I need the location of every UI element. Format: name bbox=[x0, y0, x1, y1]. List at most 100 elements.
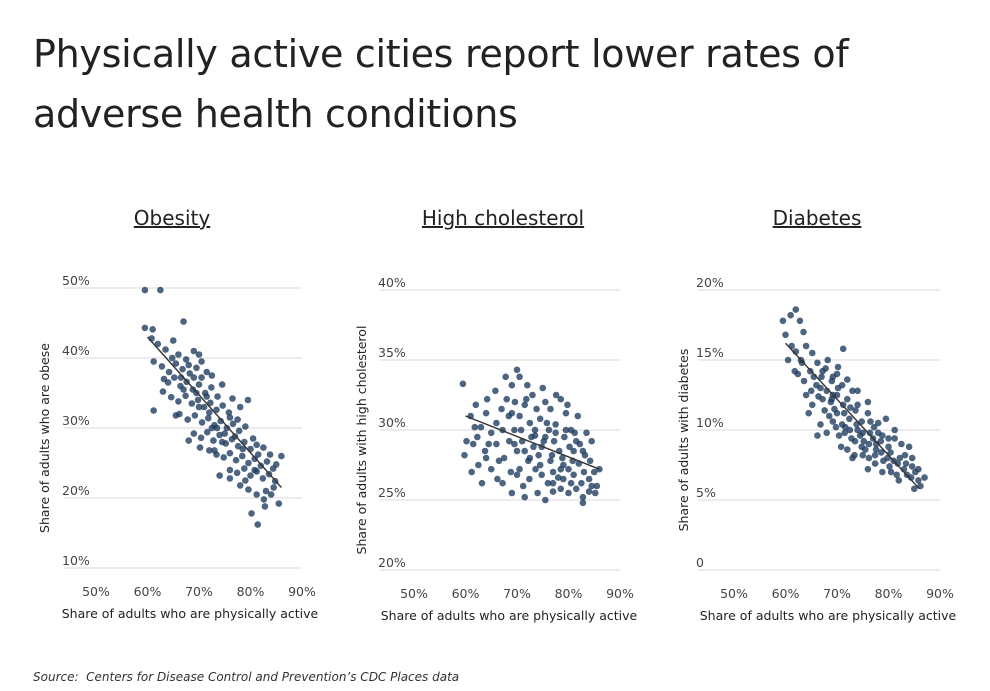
data-point bbox=[529, 391, 536, 399]
data-point bbox=[185, 361, 192, 369]
data-point bbox=[461, 451, 468, 459]
data-point bbox=[798, 359, 806, 367]
data-point bbox=[545, 426, 553, 434]
data-point bbox=[539, 384, 547, 392]
data-point bbox=[513, 447, 521, 455]
data-point bbox=[579, 499, 587, 507]
data-point bbox=[270, 484, 277, 491]
y-tick-label: 5% bbox=[696, 485, 716, 500]
data-point bbox=[508, 489, 516, 497]
data-point bbox=[522, 395, 530, 403]
data-point bbox=[238, 452, 246, 460]
data-point bbox=[860, 437, 868, 445]
data-point bbox=[543, 419, 551, 427]
data-point bbox=[879, 468, 886, 476]
data-point bbox=[194, 396, 202, 404]
data-point bbox=[915, 477, 922, 484]
data-point bbox=[217, 417, 224, 425]
data-point bbox=[901, 451, 909, 459]
data-point bbox=[141, 286, 149, 294]
source-prefix: Source: bbox=[33, 670, 79, 684]
data-point bbox=[832, 423, 840, 431]
data-point bbox=[508, 381, 516, 389]
data-point bbox=[819, 395, 826, 403]
data-point bbox=[547, 405, 554, 413]
data-point bbox=[566, 443, 573, 451]
data-point bbox=[245, 459, 252, 467]
data-point bbox=[208, 424, 216, 432]
data-point bbox=[272, 461, 280, 468]
data-point bbox=[580, 468, 588, 476]
data-point bbox=[544, 479, 552, 487]
x-tick-label: 60% bbox=[134, 584, 162, 599]
data-point bbox=[534, 489, 541, 497]
data-point bbox=[531, 426, 539, 434]
y-tick-label: 20% bbox=[62, 483, 90, 498]
data-point bbox=[526, 475, 533, 483]
data-point bbox=[549, 468, 557, 476]
data-point bbox=[828, 377, 836, 385]
data-point bbox=[870, 423, 878, 431]
data-point bbox=[844, 446, 851, 453]
data-point bbox=[834, 363, 842, 371]
data-point bbox=[887, 449, 894, 456]
data-point bbox=[548, 451, 556, 459]
data-point bbox=[837, 443, 845, 451]
data-point bbox=[887, 468, 895, 476]
data-point bbox=[859, 451, 867, 459]
x-tick-label: 50% bbox=[82, 584, 110, 599]
data-point bbox=[784, 356, 792, 364]
data-point bbox=[849, 387, 856, 395]
data-point bbox=[493, 440, 500, 448]
data-point bbox=[507, 468, 515, 476]
data-point bbox=[214, 393, 221, 400]
data-point bbox=[852, 407, 859, 414]
data-point bbox=[834, 384, 842, 392]
data-point bbox=[505, 437, 513, 445]
data-point bbox=[511, 440, 518, 448]
data-point bbox=[253, 491, 260, 498]
y-tick-label: 30% bbox=[378, 415, 406, 430]
data-point bbox=[536, 461, 544, 469]
data-point bbox=[817, 421, 824, 428]
data-point bbox=[872, 446, 880, 453]
data-point bbox=[495, 457, 503, 465]
data-point bbox=[190, 430, 198, 437]
data-point bbox=[822, 365, 829, 372]
data-point bbox=[574, 412, 582, 420]
data-point bbox=[195, 351, 203, 358]
data-point bbox=[911, 468, 919, 476]
data-point bbox=[459, 380, 467, 388]
data-point bbox=[482, 409, 490, 417]
data-point bbox=[825, 412, 833, 420]
data-point bbox=[275, 500, 283, 507]
data-point bbox=[477, 423, 485, 431]
x-tick-label: 80% bbox=[875, 586, 903, 601]
data-point bbox=[854, 387, 861, 395]
data-point bbox=[239, 445, 247, 453]
data-point bbox=[864, 398, 872, 406]
data-point bbox=[213, 406, 220, 414]
data-point bbox=[262, 487, 270, 495]
data-point bbox=[141, 324, 149, 332]
data-point bbox=[896, 454, 904, 462]
data-point bbox=[159, 388, 167, 395]
data-point bbox=[220, 454, 228, 461]
data-point bbox=[814, 359, 821, 367]
data-point bbox=[190, 347, 198, 355]
data-point bbox=[586, 457, 594, 465]
data-point bbox=[521, 493, 529, 501]
data-point bbox=[564, 401, 571, 409]
data-point bbox=[157, 286, 164, 294]
data-point bbox=[180, 318, 187, 325]
data-point bbox=[792, 306, 800, 313]
data-point bbox=[844, 395, 851, 403]
data-point bbox=[805, 409, 812, 417]
data-point bbox=[278, 452, 285, 460]
data-point bbox=[542, 433, 549, 441]
x-tick-label: 90% bbox=[926, 586, 954, 601]
data-point bbox=[808, 349, 816, 357]
x-tick-label: 60% bbox=[452, 586, 480, 601]
data-point bbox=[175, 398, 182, 405]
data-point bbox=[175, 351, 182, 358]
